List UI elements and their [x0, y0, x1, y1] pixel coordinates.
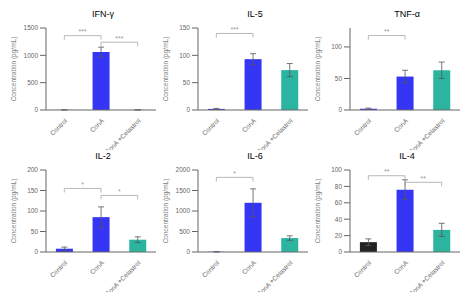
svg-text:150: 150 — [27, 187, 38, 194]
svg-text:*: * — [233, 170, 236, 177]
svg-text:20: 20 — [335, 232, 343, 239]
svg-text:50: 50 — [183, 79, 191, 86]
svg-text:ConA +Celastrol: ConA +Celastrol — [407, 259, 446, 292]
svg-text:Control: Control — [353, 117, 373, 137]
svg-text:40: 40 — [335, 216, 343, 223]
svg-text:ConA +Celastrol: ConA +Celastrol — [255, 117, 294, 150]
svg-text:100: 100 — [27, 207, 38, 214]
svg-text:2000: 2000 — [176, 166, 191, 173]
svg-text:ConA: ConA — [393, 117, 410, 134]
svg-text:0: 0 — [186, 106, 190, 113]
html-text:IFN-γ: IFN-γ — [92, 9, 114, 19]
html-text:IL-6: IL-6 — [247, 151, 263, 161]
svg-text:1500: 1500 — [176, 187, 191, 194]
svg-text:60: 60 — [335, 199, 343, 206]
html-text:TNF-α: TNF-α — [394, 9, 420, 19]
svg-text:**: ** — [384, 28, 390, 35]
svg-text:0: 0 — [186, 248, 190, 255]
svg-text:***: *** — [115, 35, 123, 42]
svg-text:100: 100 — [179, 52, 190, 59]
svg-text:Control: Control — [49, 259, 69, 279]
svg-text:Concentration (pg/mL): Concentration (pg/mL) — [314, 37, 322, 102]
svg-text:ConA: ConA — [89, 117, 106, 134]
svg-text:0: 0 — [34, 106, 38, 113]
svg-text:Concentration (pg/mL): Concentration (pg/mL) — [162, 37, 170, 102]
svg-text:**: ** — [421, 175, 427, 182]
svg-text:ConA +Celastrol: ConA +Celastrol — [103, 117, 142, 150]
svg-text:Concentration (pg/mL): Concentration (pg/mL) — [314, 179, 322, 244]
svg-text:100: 100 — [331, 166, 342, 173]
html-text:IL-5: IL-5 — [247, 9, 263, 19]
svg-text:1000: 1000 — [176, 207, 191, 214]
svg-text:*: * — [118, 188, 121, 195]
svg-text:ConA: ConA — [89, 259, 106, 276]
svg-text:80: 80 — [335, 183, 343, 190]
svg-text:1000: 1000 — [24, 52, 39, 59]
html-text:IL-4: IL-4 — [399, 151, 415, 161]
svg-text:***: *** — [231, 26, 239, 33]
svg-text:0: 0 — [338, 106, 342, 113]
svg-text:ConA +Celastrol: ConA +Celastrol — [407, 117, 446, 150]
svg-text:Concentration (pg/mL): Concentration (pg/mL) — [10, 37, 18, 102]
svg-text:ConA +Celastrol: ConA +Celastrol — [255, 259, 294, 292]
svg-text:0: 0 — [338, 248, 342, 255]
svg-text:Concentration (pg/mL): Concentration (pg/mL) — [10, 179, 18, 244]
svg-text:ConA: ConA — [393, 259, 410, 276]
svg-text:ConA: ConA — [241, 259, 258, 276]
svg-text:1500: 1500 — [24, 24, 39, 31]
svg-text:500: 500 — [27, 79, 38, 86]
svg-text:*: * — [81, 181, 84, 188]
svg-text:200: 200 — [27, 166, 38, 173]
svg-text:ConA: ConA — [241, 117, 258, 134]
svg-text:Concentration (pg/mL): Concentration (pg/mL) — [162, 179, 170, 244]
svg-text:***: *** — [79, 28, 87, 35]
svg-text:100: 100 — [331, 43, 342, 50]
svg-text:Control: Control — [201, 117, 221, 137]
svg-text:Control: Control — [353, 259, 373, 279]
html-text:IL-2: IL-2 — [95, 151, 111, 161]
svg-text:ConA +Celastrol: ConA +Celastrol — [103, 259, 142, 292]
svg-text:50: 50 — [31, 228, 39, 235]
svg-text:Control: Control — [201, 259, 221, 279]
svg-text:150: 150 — [179, 24, 190, 31]
svg-text:**: ** — [384, 168, 390, 175]
svg-text:0: 0 — [34, 248, 38, 255]
svg-text:500: 500 — [179, 228, 190, 235]
svg-text:50: 50 — [335, 75, 343, 82]
svg-text:Control: Control — [49, 117, 69, 137]
